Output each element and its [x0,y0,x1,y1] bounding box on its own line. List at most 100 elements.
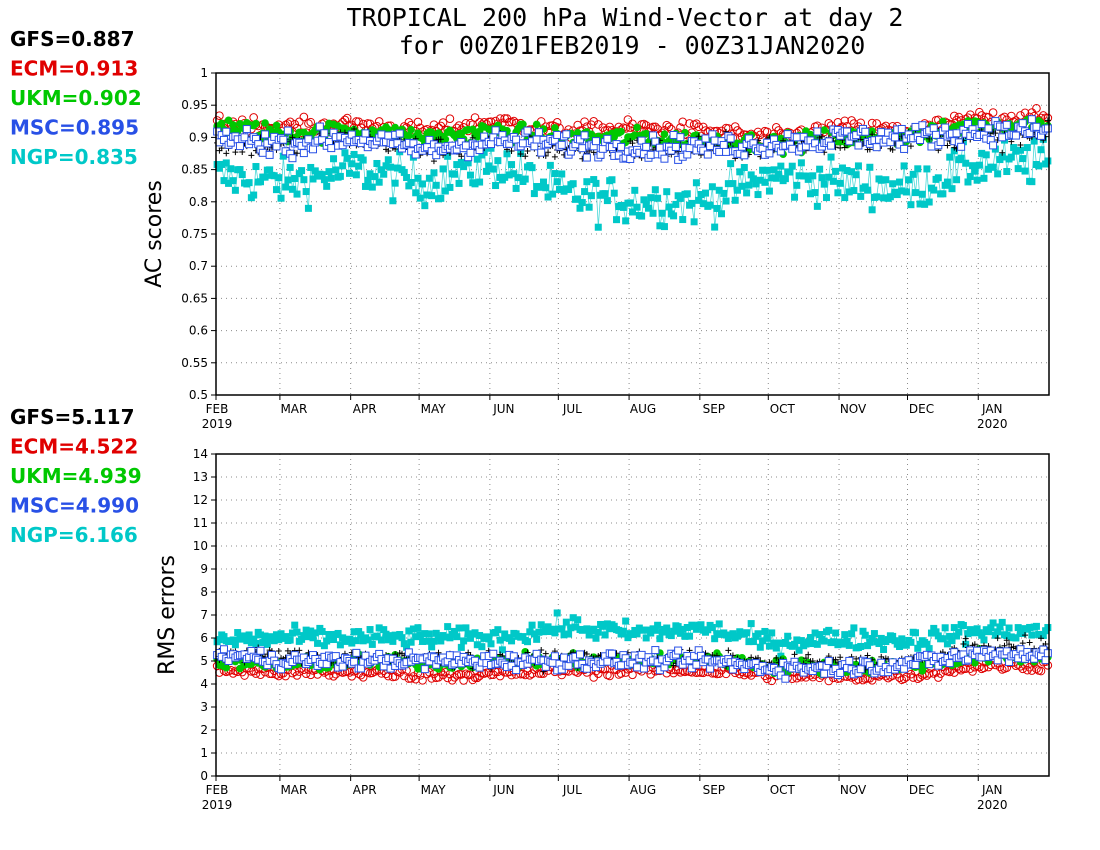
ac-point-ngp [323,182,331,190]
ac-point-ngp [432,181,440,189]
rms-point-ngp [567,624,575,632]
ac-point-msc [532,135,541,144]
rms-point-ngp [485,635,493,643]
rms-point-ngp [501,630,509,638]
ac-point-ngp [866,163,874,171]
rms-point-ngp [775,639,783,647]
ac-point-ngp [494,157,502,165]
rms-point-ngp [473,641,481,649]
rms-point-gfs [994,635,1001,642]
ac-point-ukm [820,126,829,134]
rms-point-msc [845,656,854,665]
ac-point-msc [941,123,950,132]
rms-point-ecm [475,671,484,681]
rms-point-ngp [670,627,678,635]
rms-month-label: MAR [280,783,307,797]
ac-point-ngp [706,201,714,209]
rms-month-label: FEB [206,783,229,797]
ac-point-ngp [644,204,652,212]
ac-point-msc [582,153,591,162]
rms-point-msc [993,656,1002,665]
rms-point-ngp [560,631,568,639]
ac-point-gfs [545,149,552,156]
rms-point-gfs [1026,639,1033,646]
ac-point-ngp [775,170,783,178]
ac-point-msc [895,140,904,149]
ac-point-ngp [476,178,484,186]
ac-point-msc [1043,124,1052,133]
ac-point-ngp [578,199,586,207]
rms-point-ngp [508,637,516,645]
rms-point-gfs [802,655,809,662]
ac-point-ngp [425,174,433,182]
rms-point-msc [352,648,361,657]
ac-point-ngp [551,170,559,178]
rms-point-ngp [583,625,591,633]
ac-point-ngp [720,189,728,197]
ac-month-label: FEB [206,402,229,416]
rms-point-ecm [1027,666,1037,675]
rms-month-label: APR [353,783,377,797]
rms-point-ngp [959,622,967,630]
ac-point-ecm [374,117,384,126]
rms-point-msc [576,650,585,659]
rms-point-ecm [265,669,274,679]
ac-point-msc [740,151,749,160]
rms-point-ngp [877,634,885,642]
ac-point-ngp [836,179,844,187]
rms-point-msc [692,660,701,669]
rms-point-ngp [1003,632,1011,640]
ac-point-ngp [708,183,716,191]
rms-point-ngp [642,634,650,642]
ac-point-ngp [444,152,452,160]
rms-point-ngp [759,637,767,645]
ac-point-ngp [715,186,723,194]
ac-point-ngp [450,170,458,178]
ac-point-ngp [1044,157,1052,165]
rms-point-ngp [633,630,641,638]
rms-point-ecm [767,676,777,686]
rms-point-ngp [1044,624,1052,632]
rms-point-ngp [327,631,335,639]
rms-point-ecm [468,675,478,685]
rms-point-ngp [569,614,577,622]
rms-point-ngp [558,625,566,633]
ac-point-ngp [813,202,821,210]
ac-point-gfs [841,144,848,151]
rms-point-ngp [241,632,249,640]
rms-point-ngp [400,640,408,648]
rms-point-msc [637,650,646,659]
rms-point-ngp [432,629,440,637]
ac-point-ngp [416,194,424,202]
ac-point-ngp [553,178,561,186]
ac-point-ecm [413,117,423,127]
ac-point-ngp [352,171,360,179]
ac-month-label: DEC [909,402,934,416]
rms-point-ngp [441,633,449,641]
rms-point-gfs [1019,640,1026,647]
rms-point-ecm [1032,664,1041,674]
ac-point-ecm [692,119,701,129]
ac-point-ecm [949,111,959,121]
ac-point-ngp [923,165,931,173]
ac-point-msc [304,135,313,144]
rms-point-ecm [956,665,966,675]
rms-point-ngp [476,631,484,639]
rms-point-ngp [291,621,299,629]
ac-point-ngp [788,162,796,170]
rms-point-ngp [884,636,892,644]
ac-point-msc [900,144,909,153]
rms-point-ngp [320,642,328,650]
rms-point-ecm [251,669,261,678]
ac-point-ngp [218,160,226,168]
ac-point-ngp [544,193,552,201]
rms-point-ecm [520,670,530,680]
ac-point-ngp [832,167,840,175]
ac-point-ngp [213,161,221,169]
rms-point-ngp [1014,624,1022,632]
ac-point-ngp [827,153,835,161]
ac-month-label: APR [353,402,377,416]
ac-point-ngp [229,177,237,185]
ac-point-ngp [565,186,573,194]
ac-point-ngp [361,182,369,190]
